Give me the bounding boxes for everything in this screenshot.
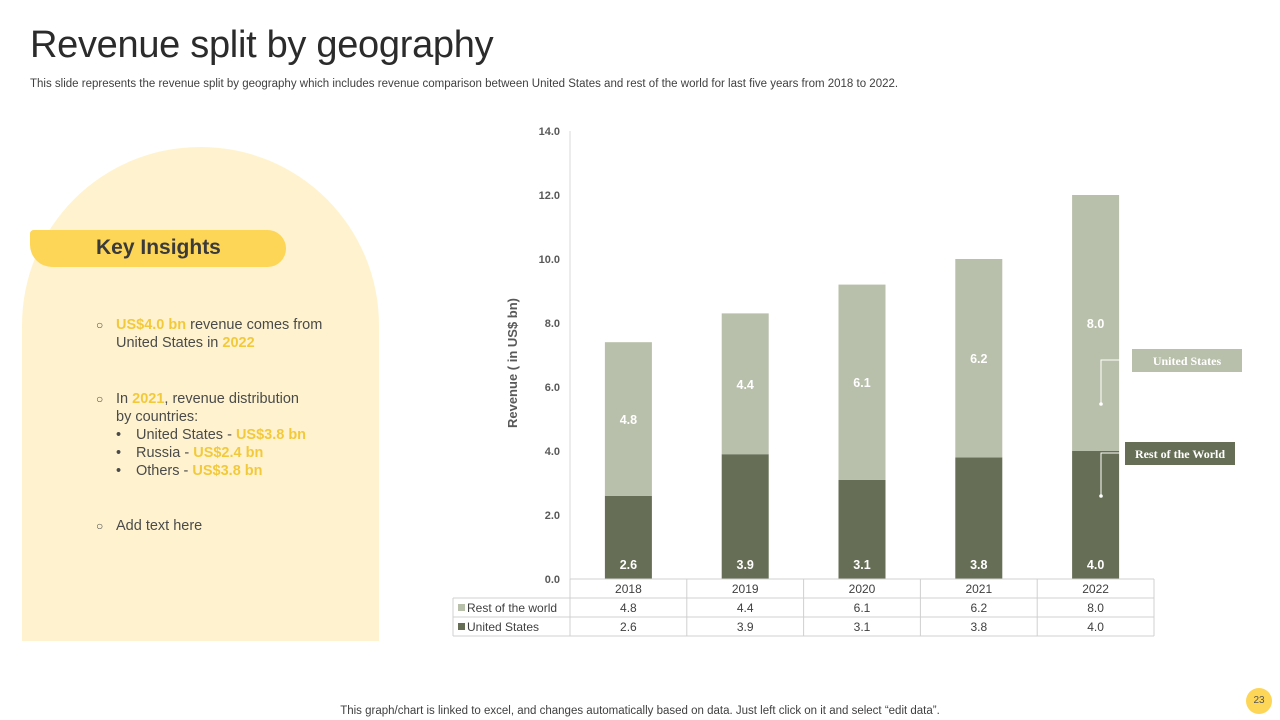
circle-bullet-icon: ○: [96, 392, 104, 406]
callout-box-united-states: [1132, 349, 1242, 372]
data-label-rest-of-world: 8.0: [1087, 317, 1104, 331]
insight-text: by countries:: [116, 409, 199, 425]
circle-bullet-icon: ○: [96, 519, 104, 533]
table-row-label: United States: [467, 620, 539, 634]
table-cell: 4.8: [620, 601, 637, 615]
insight-text: revenue comes from: [186, 317, 323, 333]
data-label-rest-of-world: 6.2: [970, 352, 987, 366]
bar-united-states: [838, 479, 886, 579]
insight-item-1: ○ US$4.0 bn revenue comes from United St…: [96, 316, 322, 352]
legend-swatch: [458, 623, 465, 630]
revenue-chart: 0.0 2.0 4.0 6.0 8.0 10.0 12.0 14.0 Revenue ( in …: [452, 126, 1242, 637]
y-tick-label: 12.0: [539, 190, 560, 202]
slide-subtitle: This slide represents the revenue split …: [30, 78, 899, 90]
insight-text: Add text here: [116, 518, 203, 534]
x-tick-label: 2018: [615, 582, 642, 596]
insight-highlight: US$4.0 bn: [116, 317, 187, 333]
bar-rest-of-world: [1072, 195, 1120, 451]
footnote: This graph/chart is linked to excel, and…: [340, 705, 940, 717]
data-label-united-states: 3.9: [737, 558, 754, 572]
x-tick-label: 2020: [849, 582, 876, 596]
insight-item-3: ○ Add text here: [96, 517, 202, 535]
table-cell: 6.2: [970, 601, 987, 615]
y-tick-label: 6.0: [545, 382, 560, 394]
legend-swatch: [458, 604, 465, 611]
x-tick-label: 2022: [1082, 582, 1109, 596]
callout-dot: [1099, 402, 1103, 406]
insight-item-2: ○ In 2021, revenue distribution by count…: [96, 390, 306, 480]
list-item: Others - US$3.8 bn: [116, 462, 306, 480]
table-cell: 4.0: [1087, 620, 1104, 634]
data-label-united-states: 3.8: [970, 558, 987, 572]
table-cell: 8.0: [1087, 601, 1104, 615]
bar-united-states: [1072, 451, 1120, 579]
y-tick-label: 2.0: [545, 510, 560, 522]
data-label-united-states: 4.0: [1087, 558, 1104, 572]
data-label-united-states: 3.1: [853, 558, 870, 572]
y-axis-label: Revenue ( in US$ bn): [505, 298, 520, 428]
key-insights-heading: Key Insights: [96, 236, 221, 259]
circle-bullet-icon: ○: [96, 318, 104, 332]
list-item: Russia - US$2.4 bn: [116, 444, 306, 462]
insights-panel: [22, 147, 379, 641]
insight-text: , revenue distribution: [164, 391, 299, 407]
table-cell: 3.1: [854, 620, 871, 634]
x-tick-label: 2021: [965, 582, 992, 596]
callout-rest-of-world: Rest of the World: [1135, 447, 1225, 461]
callout-dot: [1099, 494, 1103, 498]
insight-highlight: 2021: [132, 391, 165, 407]
table-cell: 6.1: [854, 601, 871, 615]
bar-rest-of-world: [721, 313, 769, 455]
callout-leader-line: [1100, 452, 1125, 496]
table-cell: 3.8: [970, 620, 987, 634]
data-label-united-states: 2.6: [620, 558, 637, 572]
key-insights-tab: [30, 230, 286, 267]
y-tick-label: 4.0: [545, 446, 560, 458]
bar-rest-of-world: [838, 284, 886, 480]
table-cell: 2.6: [620, 620, 637, 634]
table-cell: 3.9: [737, 620, 754, 634]
y-tick-label: 8.0: [545, 318, 560, 330]
bar-united-states: [604, 495, 652, 579]
bar-rest-of-world: [955, 259, 1003, 458]
insight-highlight: 2022: [222, 335, 255, 351]
data-label-rest-of-world: 6.1: [853, 376, 870, 390]
y-tick-label: 14.0: [539, 126, 560, 138]
callout-united-states: United States: [1153, 354, 1222, 368]
data-label-rest-of-world: 4.8: [620, 413, 637, 427]
table-cell: 4.4: [737, 601, 754, 615]
country-list: United States - US$3.8 bn Russia - US$2.…: [116, 426, 306, 480]
table-row-label: Rest of the world: [467, 601, 557, 615]
callout-box-rest-of-world: [1125, 442, 1235, 465]
list-item: United States - US$3.8 bn: [116, 426, 306, 444]
slide-title: Revenue split by geography: [30, 24, 494, 66]
bar-united-states: [955, 457, 1003, 579]
data-label-rest-of-world: 4.4: [737, 378, 754, 392]
insight-text: United States in: [116, 335, 223, 351]
insight-text: In: [116, 391, 133, 407]
bar-united-states: [721, 454, 769, 579]
x-tick-label: 2019: [732, 582, 759, 596]
page-number-badge: 23: [1246, 688, 1272, 714]
bar-rest-of-world: [604, 342, 652, 496]
y-tick-label: 0.0: [545, 574, 560, 586]
callout-leader-line: [1100, 359, 1132, 404]
y-tick-label: 10.0: [539, 254, 560, 266]
